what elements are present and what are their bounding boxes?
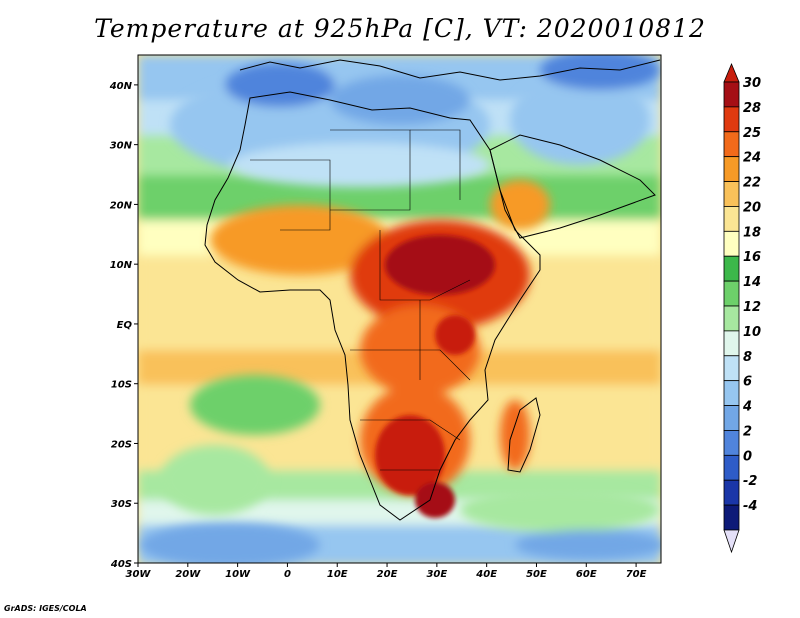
field-patch	[160, 445, 270, 515]
field-patch	[230, 143, 490, 187]
colorbar-segment	[723, 430, 740, 456]
colorbar-label: 4	[742, 400, 752, 415]
colorbar-segment	[723, 330, 740, 357]
field-core	[385, 235, 495, 295]
colorbar-label: 25	[743, 126, 761, 141]
coastline-layer	[204, 59, 661, 521]
country-borders	[250, 129, 471, 471]
field-patch	[540, 55, 660, 90]
colorbar-segment	[723, 206, 740, 232]
colorbar-top-arrow	[723, 62, 740, 83]
colorbar-segment	[723, 81, 740, 108]
field-patch	[515, 530, 661, 560]
lat-tick-label: 20N	[110, 200, 133, 211]
europe-coastline	[239, 59, 661, 81]
colorbar-segment	[723, 131, 740, 158]
colorbar-segment	[723, 106, 740, 133]
colorbar-segment	[723, 156, 740, 182]
longitude-axis: 30W 20W 10W 0 10E 20E 30E 40E 50E 60E 70E	[126, 563, 647, 580]
field-core	[415, 482, 455, 518]
colorbar-segment	[723, 405, 740, 431]
lon-tick-label: 20E	[377, 569, 398, 580]
map-title: Temperature at 925hPa [C], VT: 202001081…	[94, 14, 706, 43]
colorbar-segment	[723, 181, 740, 207]
colorbar-label: 14	[743, 275, 761, 290]
lat-tick-label: EQ	[117, 320, 133, 331]
arabia-coastline	[489, 134, 656, 239]
field-patch	[510, 75, 650, 165]
colorbar-label: 0	[743, 449, 752, 464]
field-patch	[490, 180, 550, 230]
field-patch	[190, 375, 320, 435]
colorbar-label: 24	[743, 151, 761, 166]
lon-tick-label: 10W	[225, 569, 251, 580]
colorbar-segment	[723, 380, 740, 406]
colorbar-segment	[723, 479, 740, 506]
colorbar-bottom-arrow	[723, 529, 740, 554]
colorbar-segment	[723, 305, 740, 332]
lon-tick-label: 60E	[576, 569, 597, 580]
colorbar-segment	[723, 230, 740, 257]
colorbar-label: 18	[743, 225, 761, 240]
lon-tick-label: 0	[284, 569, 291, 580]
colorbar-segment	[723, 504, 740, 531]
lon-tick-label: 70E	[626, 569, 647, 580]
lat-tick-label: 10S	[111, 380, 132, 391]
colorbar-label: 10	[743, 325, 761, 340]
field-core	[375, 415, 445, 495]
colorbar-label: 28	[743, 101, 761, 116]
lat-tick-label: 30S	[111, 499, 132, 510]
lon-tick-label: 10E	[327, 569, 348, 580]
field-patch	[460, 488, 660, 532]
lat-tick-label: 30N	[110, 141, 133, 152]
temperature-field	[138, 55, 661, 563]
lon-tick-label: 30E	[426, 569, 447, 580]
colorbar-label: 20	[743, 200, 761, 215]
colorbar-segment	[723, 355, 740, 382]
colorbar-segment	[723, 255, 740, 282]
africa-coastline	[204, 91, 541, 521]
lon-tick-label: 30W	[126, 569, 152, 580]
lon-tick-label: 20W	[175, 569, 201, 580]
colorbar-label: 2	[743, 424, 752, 439]
madagascar-coastline	[507, 397, 541, 473]
lon-tick-label: 40E	[475, 569, 497, 580]
lon-tick-label: 50E	[526, 569, 547, 580]
field-patch	[500, 400, 530, 470]
grads-credit: GrADS: IGES/COLA	[4, 604, 87, 613]
field-patch	[140, 523, 320, 563]
latitude-axis: 40N 30N 20N 10N EQ 10S 20S 30S 40S	[109, 81, 138, 570]
lat-tick-label: 40N	[109, 81, 133, 92]
colorbar-label: -4	[743, 499, 757, 514]
field-core	[435, 315, 475, 355]
colorbar-label: 8	[743, 350, 752, 365]
colorbar-segment	[723, 454, 740, 481]
plot-frame	[137, 54, 662, 564]
colorbar-label: 6	[743, 375, 752, 390]
colorbar-label: 12	[743, 300, 761, 315]
colorbar-label: -2	[743, 474, 757, 489]
field-patch	[210, 205, 390, 275]
colorbar-label: 22	[743, 176, 761, 191]
lat-tick-label: 40S	[110, 559, 132, 570]
colorbar-label: 30	[743, 76, 761, 91]
lat-tick-label: 10N	[110, 260, 133, 271]
field-patch	[330, 75, 470, 125]
colorbar-label: 16	[743, 250, 761, 265]
colorbar-segment	[723, 280, 740, 307]
lat-tick-label: 20S	[111, 439, 132, 450]
